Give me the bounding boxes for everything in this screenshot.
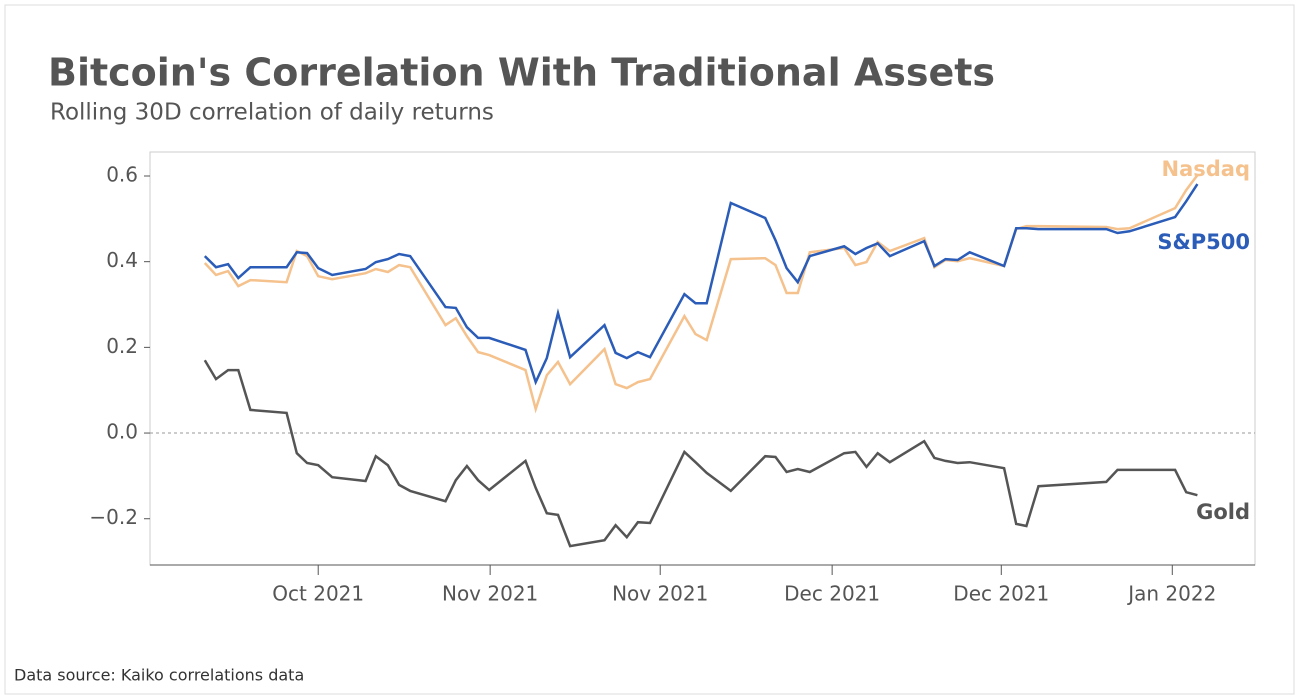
y-tick-label: 0.6 (106, 162, 138, 186)
chart-subtitle: Rolling 30D correlation of daily returns (50, 100, 494, 126)
series-label: Gold (1196, 500, 1250, 524)
series-line (203, 174, 1199, 414)
x-tick-label: Nov 2021 (612, 582, 708, 606)
x-tick-label: Nov 2021 (442, 582, 538, 606)
y-tick-label: −0.2 (89, 505, 138, 529)
y-tick-label: 0.4 (106, 248, 138, 272)
x-tick-label: Jan 2022 (1126, 582, 1216, 606)
page-border (4, 4, 1295, 695)
source-note: Data source: Kaiko correlations data (14, 666, 304, 685)
x-tick-label: Oct 2021 (272, 582, 364, 606)
x-tick-label: Dec 2021 (953, 582, 1049, 606)
series-label: Nasdaq (1162, 157, 1250, 181)
y-tick-label: 0.2 (106, 334, 138, 358)
series-line (203, 359, 1198, 548)
chart-title: Bitcoin's Correlation With Traditional A… (48, 51, 995, 95)
y-tick-label: 0.0 (106, 420, 138, 444)
series-line (203, 183, 1199, 386)
x-tick-label: Dec 2021 (784, 582, 880, 606)
series-label: S&P500 (1157, 230, 1250, 254)
